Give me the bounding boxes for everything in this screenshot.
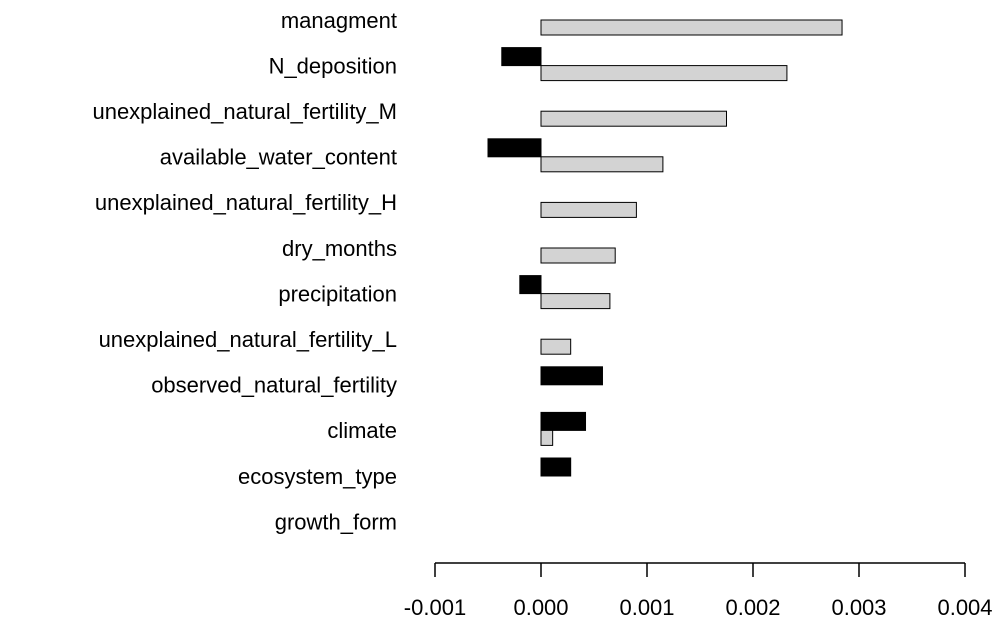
category-label: growth_form	[275, 509, 397, 534]
bar	[487, 138, 542, 158]
bar	[540, 366, 603, 386]
category-label: ecosystem_type	[238, 464, 397, 489]
category-label: unexplained_natural_fertility_H	[95, 190, 397, 215]
category-label: N_deposition	[269, 53, 397, 78]
bar	[540, 110, 727, 127]
bar	[540, 293, 611, 310]
x-tick-label: 0.002	[725, 595, 780, 620]
bar	[519, 275, 542, 295]
category-label: managment	[281, 8, 397, 33]
x-tick-label: 0.000	[513, 595, 568, 620]
bar	[540, 156, 664, 173]
x-tick-label: -0.001	[404, 595, 466, 620]
bar	[540, 457, 572, 477]
x-tick-label: 0.003	[831, 595, 886, 620]
category-label: unexplained_natural_fertility_M	[92, 99, 397, 124]
x-tick-label: 0.004	[937, 595, 992, 620]
bar	[540, 65, 788, 82]
bar	[540, 338, 572, 355]
category-label: dry_months	[282, 236, 397, 261]
category-label: unexplained_natural_fertility_L	[99, 327, 397, 352]
category-label: observed_natural_fertility	[151, 373, 397, 398]
category-label: precipitation	[278, 281, 397, 306]
category-label: climate	[327, 418, 397, 443]
x-tick-label: 0.001	[619, 595, 674, 620]
category-label: available_water_content	[160, 145, 397, 170]
bar	[540, 201, 637, 218]
bar	[540, 247, 616, 264]
bar	[540, 411, 587, 431]
bar	[540, 429, 554, 446]
bar	[540, 19, 843, 36]
bar	[501, 47, 542, 67]
